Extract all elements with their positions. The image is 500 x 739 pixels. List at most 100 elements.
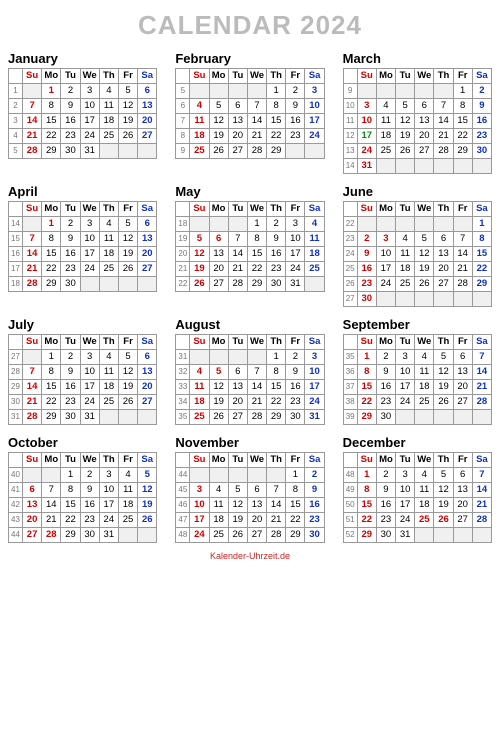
day-cell: 16 [376, 380, 395, 395]
day-cell: 24 [396, 395, 415, 410]
day-cell [472, 159, 491, 174]
day-cell: 17 [396, 380, 415, 395]
day-cell: 1 [453, 84, 472, 99]
day-cell: 20 [138, 380, 157, 395]
day-cell: 2 [472, 84, 491, 99]
day-cell: 1 [472, 217, 491, 232]
week-number: 27 [9, 350, 23, 365]
dow-header: Fr [453, 202, 472, 217]
day-cell [305, 277, 324, 292]
day-cell: 23 [305, 513, 324, 528]
day-cell: 26 [209, 410, 228, 425]
week-number: 12 [343, 129, 357, 144]
day-cell: 18 [396, 262, 415, 277]
day-cell: 25 [190, 410, 209, 425]
week-number: 35 [176, 410, 190, 425]
dow-header: Su [190, 69, 209, 84]
day-cell: 5 [190, 232, 209, 247]
dow-header: Th [434, 202, 453, 217]
day-cell: 2 [376, 468, 395, 483]
day-cell: 14 [23, 380, 42, 395]
day-cell: 25 [99, 262, 118, 277]
week-number: 21 [176, 262, 190, 277]
month-name: July [8, 317, 157, 332]
day-cell: 21 [23, 395, 42, 410]
day-cell: 4 [415, 350, 434, 365]
dow-header: Tu [61, 335, 80, 350]
month-october: OctoberSuMoTuWeThFrSa4012345416789101112… [8, 435, 157, 543]
day-cell: 29 [42, 410, 61, 425]
day-cell: 7 [434, 99, 453, 114]
month-table: SuMoTuWeThFrSa22123234567824910111213141… [343, 201, 492, 307]
day-cell: 8 [42, 232, 61, 247]
day-cell [118, 144, 137, 159]
day-cell: 31 [396, 528, 415, 543]
day-cell: 18 [415, 498, 434, 513]
day-cell [376, 84, 395, 99]
day-cell: 17 [80, 114, 99, 129]
day-cell [247, 468, 266, 483]
day-cell: 13 [415, 114, 434, 129]
day-cell [434, 159, 453, 174]
day-cell: 5 [209, 99, 228, 114]
day-cell: 16 [376, 498, 395, 513]
dow-header: Fr [453, 453, 472, 468]
day-cell: 2 [376, 350, 395, 365]
day-cell: 18 [99, 380, 118, 395]
week-number: 5 [9, 144, 23, 159]
dow-header: Su [357, 69, 376, 84]
day-cell: 1 [267, 84, 286, 99]
dow-header: Mo [209, 453, 228, 468]
day-cell: 9 [357, 247, 376, 262]
day-cell: 29 [472, 277, 491, 292]
day-cell: 24 [305, 129, 324, 144]
dow-header: Su [23, 69, 42, 84]
day-cell [376, 159, 395, 174]
week-number: 22 [176, 277, 190, 292]
day-cell: 4 [396, 232, 415, 247]
day-cell: 11 [99, 365, 118, 380]
day-cell: 2 [286, 84, 305, 99]
day-cell: 13 [209, 247, 228, 262]
day-cell: 26 [118, 262, 137, 277]
month-name: March [343, 51, 492, 66]
week-number: 17 [9, 262, 23, 277]
day-cell: 10 [99, 483, 118, 498]
week-number: 10 [343, 99, 357, 114]
day-cell [376, 292, 395, 307]
day-cell: 11 [190, 114, 209, 129]
week-number: 33 [176, 380, 190, 395]
day-cell [190, 217, 209, 232]
month-november: NovemberSuMoTuWeThFrSa441245345678946101… [175, 435, 324, 543]
day-cell: 28 [472, 513, 491, 528]
day-cell: 5 [118, 217, 137, 232]
month-july: JulySuMoTuWeThFrSa2712345628789101112132… [8, 317, 157, 425]
day-cell: 30 [61, 277, 80, 292]
day-cell: 5 [209, 365, 228, 380]
day-cell: 6 [138, 350, 157, 365]
week-number: 9 [343, 84, 357, 99]
day-cell: 9 [286, 365, 305, 380]
day-cell: 9 [376, 365, 395, 380]
day-cell: 22 [42, 262, 61, 277]
week-number: 31 [176, 350, 190, 365]
week-number: 2 [9, 99, 23, 114]
day-cell: 26 [138, 513, 157, 528]
day-cell: 6 [228, 99, 247, 114]
day-cell: 25 [190, 144, 209, 159]
day-cell: 3 [396, 468, 415, 483]
day-cell: 6 [434, 232, 453, 247]
day-cell: 5 [434, 350, 453, 365]
day-cell: 13 [23, 498, 42, 513]
day-cell: 28 [42, 528, 61, 543]
week-number: 3 [9, 114, 23, 129]
day-cell: 4 [209, 483, 228, 498]
day-cell: 6 [415, 99, 434, 114]
day-cell: 14 [247, 114, 266, 129]
day-cell: 6 [138, 84, 157, 99]
day-cell: 26 [118, 129, 137, 144]
day-cell: 18 [415, 380, 434, 395]
day-cell: 26 [118, 395, 137, 410]
day-cell: 17 [80, 380, 99, 395]
day-cell: 11 [209, 498, 228, 513]
